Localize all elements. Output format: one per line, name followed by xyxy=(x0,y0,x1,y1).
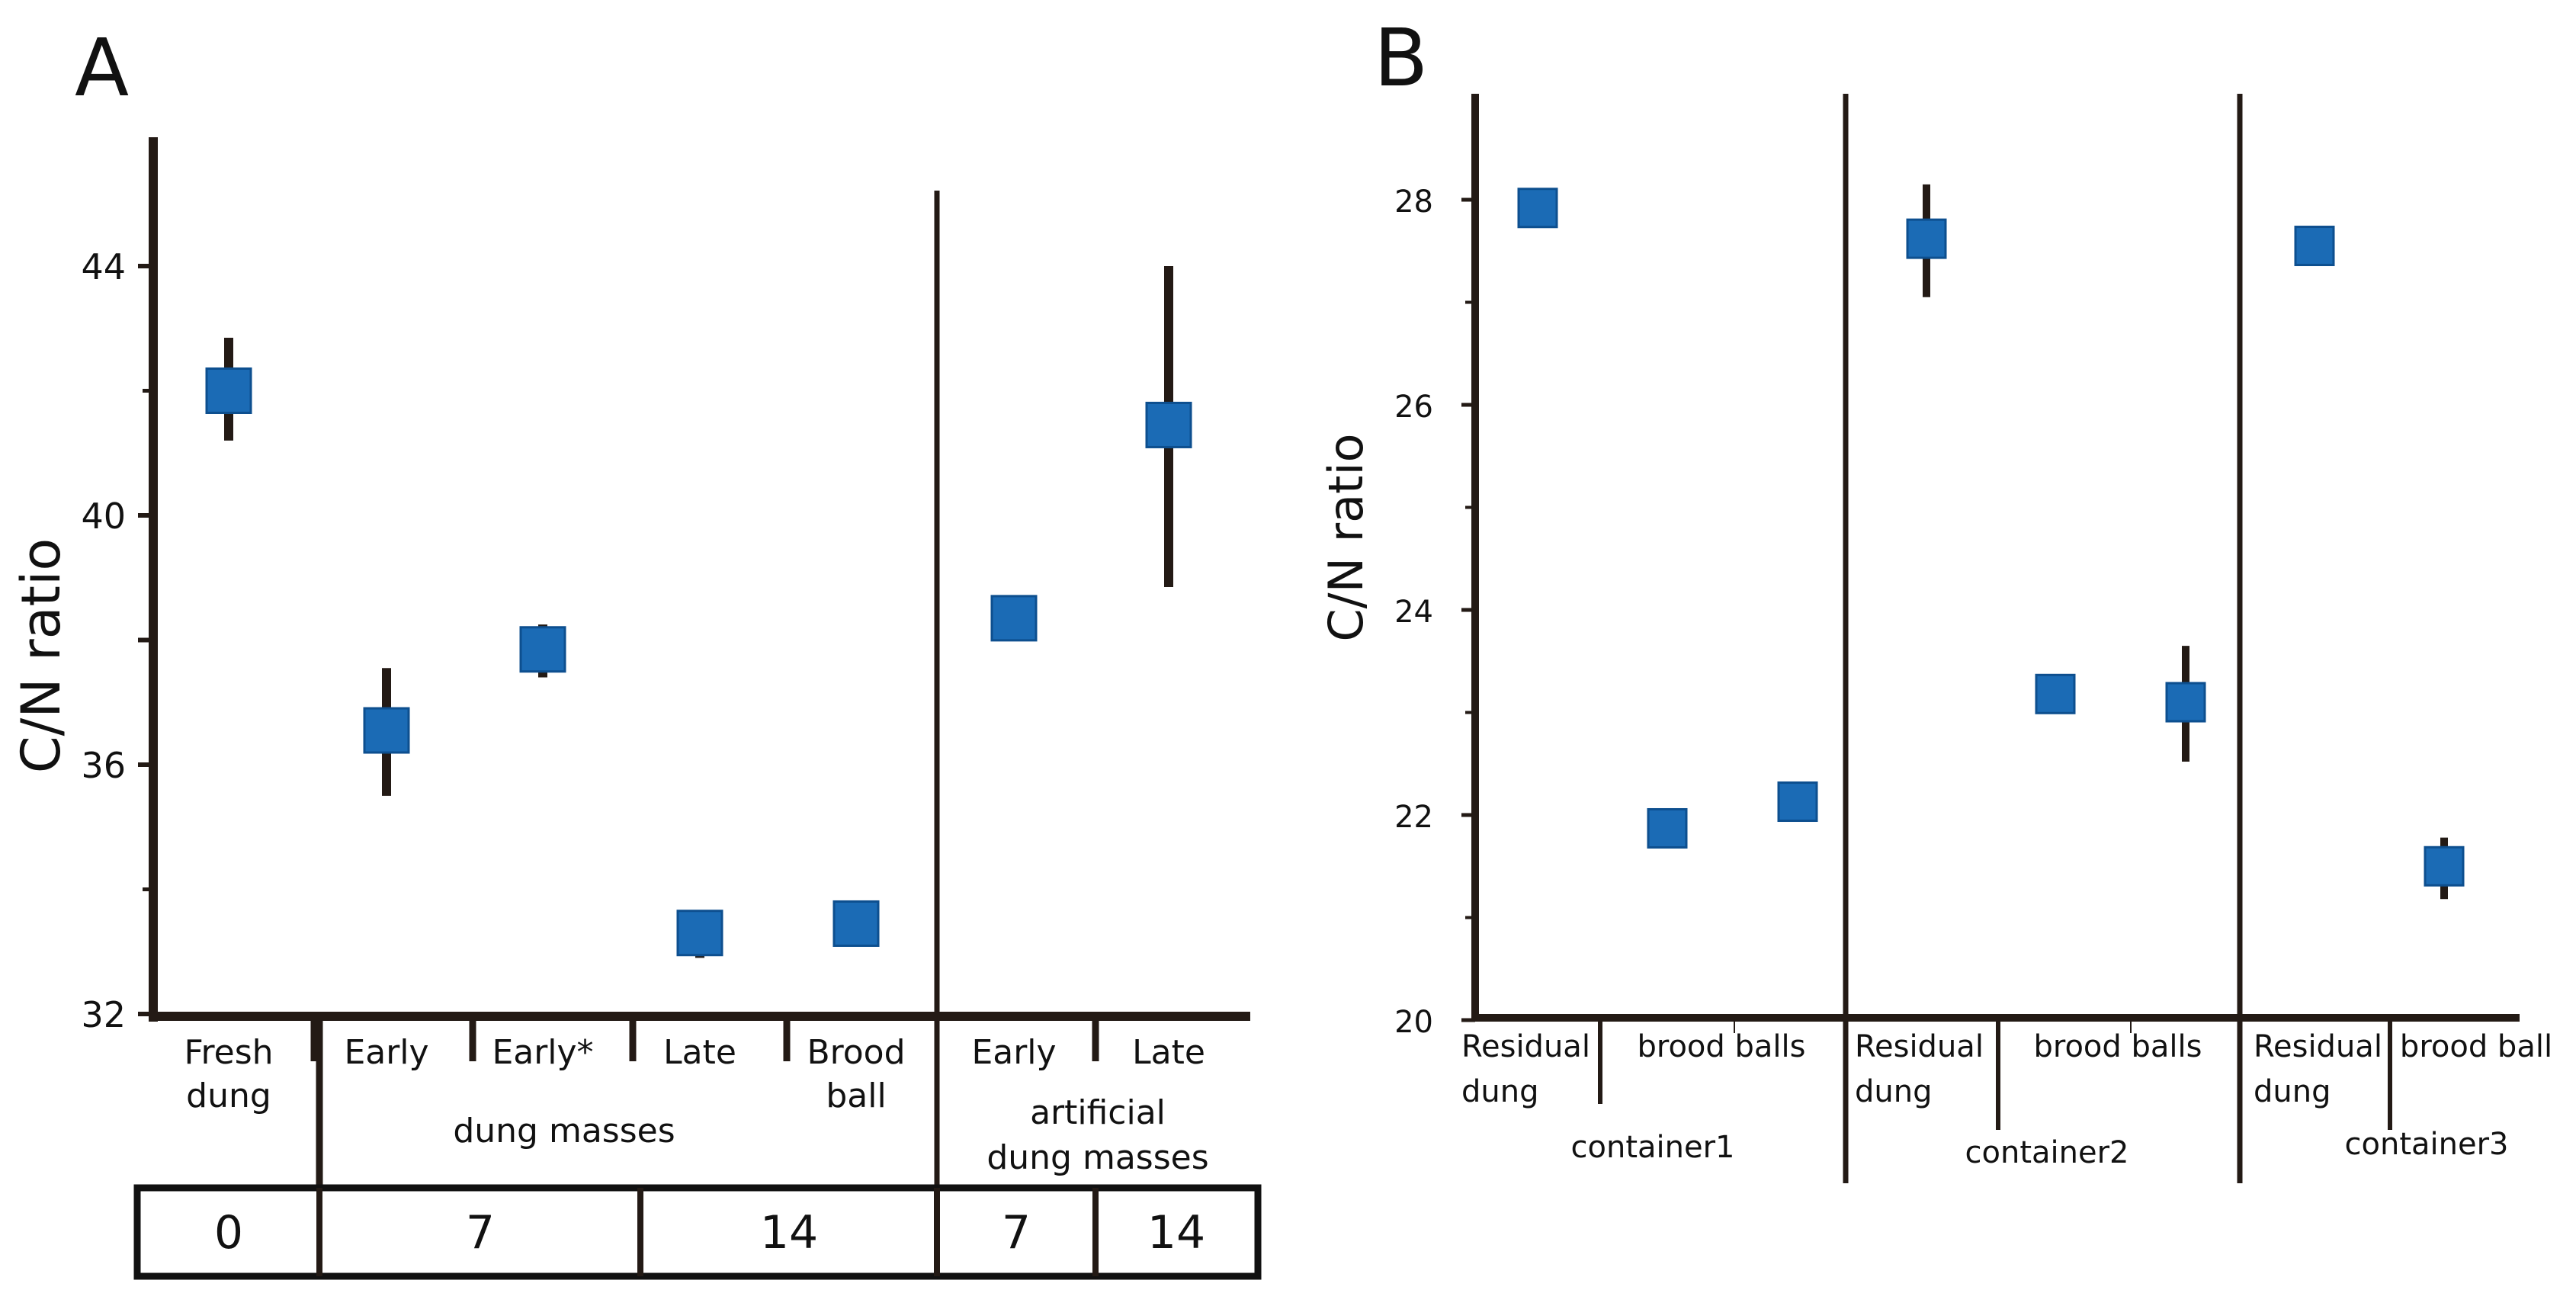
day-table xyxy=(133,1184,1262,1280)
container-label: container3 xyxy=(2345,1127,2509,1162)
x-category-label: Early* xyxy=(492,1033,593,1072)
x-category-label: dung xyxy=(186,1077,271,1115)
data-point xyxy=(676,910,723,957)
data-point xyxy=(363,707,410,754)
y-tick-label: 40 xyxy=(81,496,126,537)
x-category-label: Early xyxy=(344,1033,428,1072)
y-tick-label: 22 xyxy=(1394,800,1433,835)
y-axis-label: C/N ratio xyxy=(10,538,72,773)
day-cell: 14 xyxy=(1147,1206,1205,1259)
panel-a: 32 36 40 44 C/N ratio Fresh dung Early Early* Lat… xyxy=(10,137,1262,1280)
container-label: container2 xyxy=(1965,1135,2129,1170)
data-point xyxy=(2035,673,2076,714)
x-category-label: Late xyxy=(1132,1033,1205,1072)
data-point xyxy=(1906,218,1947,259)
data-point xyxy=(1145,401,1192,448)
data-point xyxy=(990,595,1038,642)
x-category-label: dung xyxy=(1461,1074,1538,1109)
panel-a-letter: A xyxy=(75,21,129,114)
y-tick-label: 24 xyxy=(1394,595,1433,630)
x-category-label: dung xyxy=(2254,1074,2331,1109)
x-category-label: brood balls xyxy=(1638,1029,1806,1064)
x-category-label: brood ball xyxy=(2400,1029,2552,1064)
group-label: dung masses xyxy=(453,1112,675,1150)
x-category-label: Fresh xyxy=(184,1033,273,1072)
data-point xyxy=(1517,188,1558,229)
data-point xyxy=(2424,846,2465,887)
day-cell: 0 xyxy=(214,1206,243,1259)
x-category-label: Late xyxy=(663,1033,736,1072)
y-tick-label: 44 xyxy=(81,246,126,287)
y-tick-label: 32 xyxy=(81,994,126,1035)
x-category-label: dung xyxy=(1855,1074,1932,1109)
group-label: dung masses xyxy=(986,1138,1208,1177)
data-point xyxy=(2294,226,2335,267)
data-point xyxy=(205,367,252,414)
x-category-label: Residual xyxy=(1855,1029,1984,1064)
data-point xyxy=(519,626,566,673)
data-point xyxy=(832,900,880,947)
y-tick-label: 20 xyxy=(1394,1005,1433,1040)
data-point xyxy=(1777,781,1818,823)
group-label: artificial xyxy=(1030,1093,1166,1132)
container-label: container1 xyxy=(1571,1130,1735,1165)
y-axis-label: C/N ratio xyxy=(1318,433,1374,641)
x-category-label: Residual xyxy=(1461,1029,1590,1064)
x-category-label: Early xyxy=(971,1033,1056,1072)
data-point xyxy=(1647,807,1688,849)
x-category-label: Brood xyxy=(807,1033,905,1072)
panel-b-letter: B xyxy=(1374,11,1428,104)
x-category-label: ball xyxy=(826,1077,886,1115)
panel-b: 20 22 24 26 28 C/N ratio Residual dung Residual d… xyxy=(1318,94,2552,1183)
y-tick-label: 36 xyxy=(81,745,126,786)
y-tick-label: 28 xyxy=(1394,185,1433,220)
x-category-label: brood balls xyxy=(2034,1029,2202,1064)
data-point xyxy=(2165,682,2206,723)
day-cell: 7 xyxy=(466,1206,495,1259)
x-category-label: Residual xyxy=(2254,1029,2382,1064)
day-cell: 7 xyxy=(1002,1206,1031,1259)
y-tick-label: 26 xyxy=(1394,390,1433,425)
day-cell: 14 xyxy=(760,1206,818,1259)
